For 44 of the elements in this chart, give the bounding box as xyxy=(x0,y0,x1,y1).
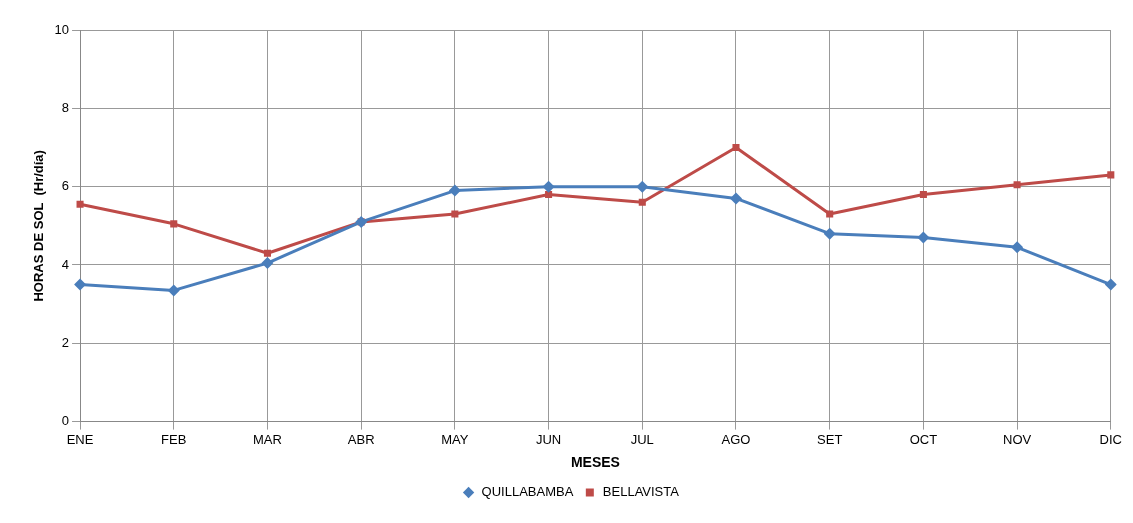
legend-label: QUILLABAMBA xyxy=(481,484,574,500)
y-tick-label: 2 xyxy=(61,334,70,350)
point xyxy=(1011,241,1024,254)
point xyxy=(636,180,649,193)
x-tick-label: ABR xyxy=(347,431,375,447)
x-tick-label: SET xyxy=(817,431,843,447)
point xyxy=(448,184,461,197)
point xyxy=(545,190,553,199)
point xyxy=(1104,278,1117,291)
point xyxy=(919,190,927,199)
point xyxy=(451,210,459,218)
point xyxy=(823,227,836,240)
y-axis-title: HORAS DE SOL (Hr/día) xyxy=(31,150,47,302)
point xyxy=(917,231,930,244)
x-tick-label: NOV xyxy=(1003,431,1032,447)
legend-label: BELLAVISTA xyxy=(602,484,680,500)
point xyxy=(1107,171,1115,179)
point xyxy=(167,284,180,297)
x-tick-label: ENE xyxy=(66,431,94,447)
x-tick-label: JUL xyxy=(630,431,654,447)
x-tick-label: JUN xyxy=(535,431,562,447)
x-tick-label: MAY xyxy=(441,431,469,447)
point xyxy=(261,257,274,269)
point xyxy=(74,278,87,291)
point xyxy=(1013,181,1021,189)
x-axis-title: MESES xyxy=(570,454,620,471)
point xyxy=(732,143,740,152)
x-tick-label: FEB xyxy=(161,431,187,447)
x-tick-label: MAR xyxy=(253,431,282,447)
point xyxy=(263,249,271,257)
x-tick-label: AGO xyxy=(721,431,751,447)
y-tick-label: 8 xyxy=(61,99,70,115)
y-tick-label: 4 xyxy=(61,256,70,272)
y-tick-label: 10 xyxy=(54,21,70,37)
point xyxy=(826,210,834,218)
point xyxy=(542,180,555,193)
x-tick-label: OCT xyxy=(909,431,938,447)
point xyxy=(638,198,646,206)
point xyxy=(76,200,84,208)
point xyxy=(729,192,742,205)
y-tick-label: 6 xyxy=(61,178,70,194)
point xyxy=(170,220,178,228)
y-tick-label: 0 xyxy=(61,413,70,429)
x-tick-label: DIC xyxy=(1099,431,1122,447)
